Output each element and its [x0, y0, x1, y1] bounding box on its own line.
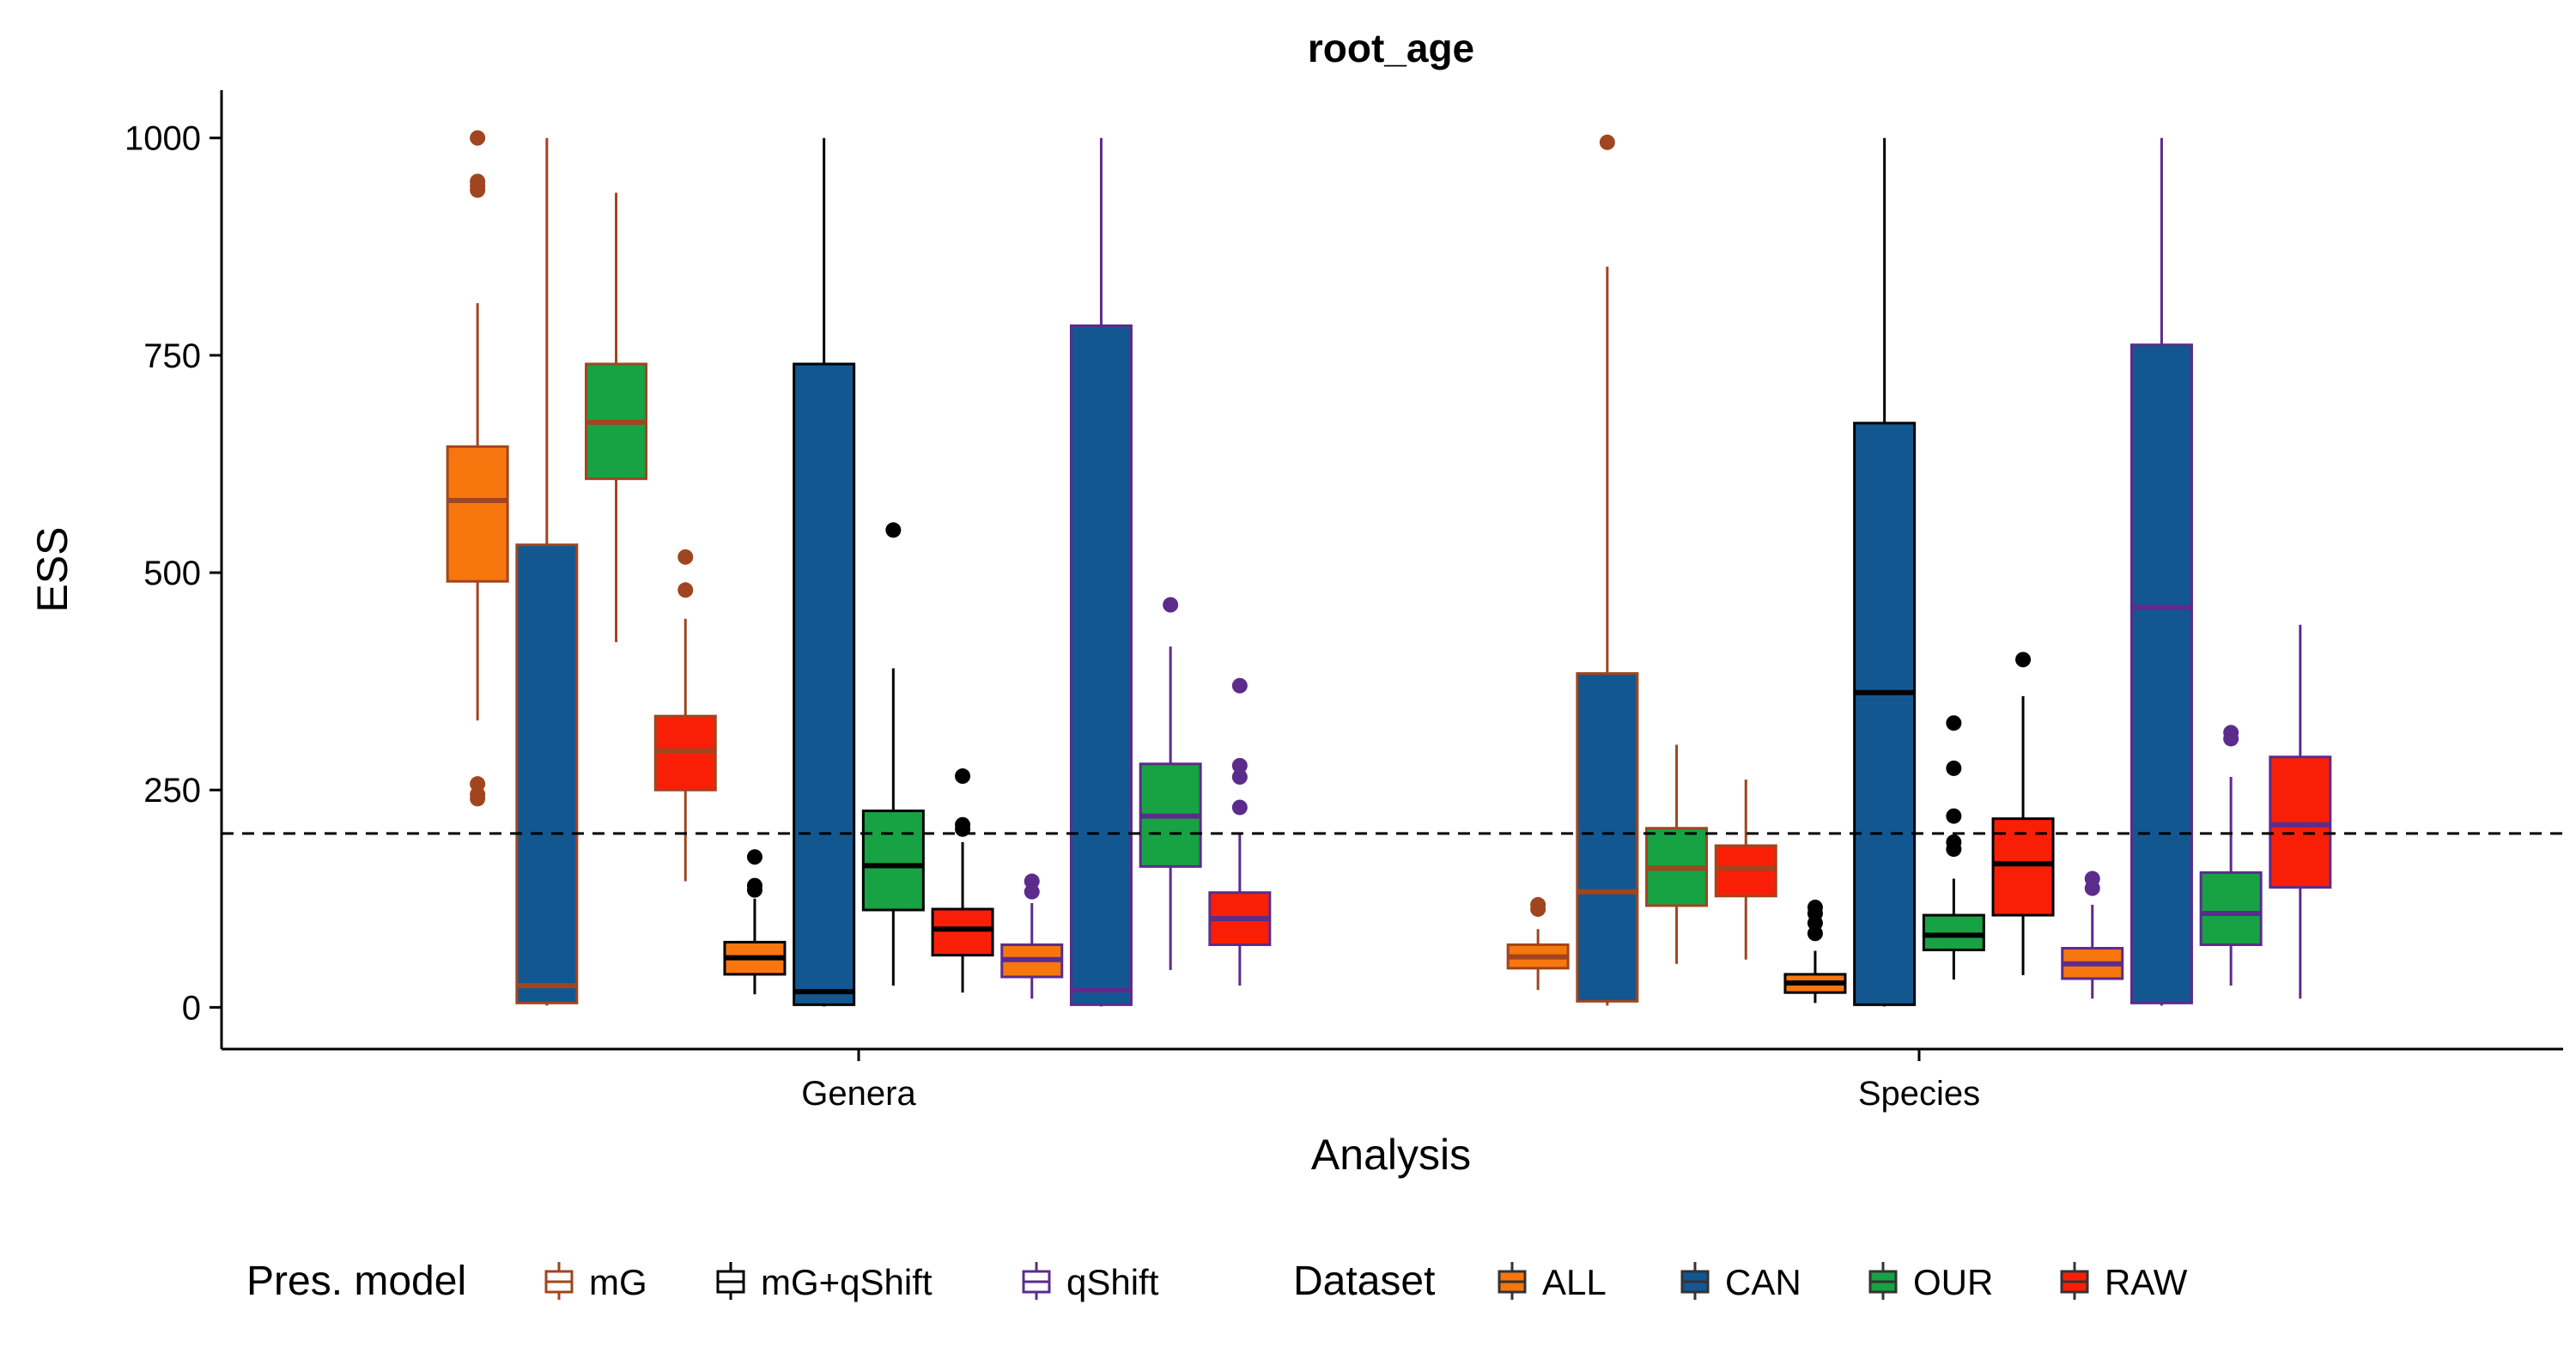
legend-label-our: OUR	[1913, 1262, 1993, 1302]
box-genera-qshift-all	[1000, 873, 1064, 999]
legend: Pres. model mG mG+qShift qShift Dataset ALL CA…	[246, 1259, 2188, 1304]
outlier-point	[1231, 769, 1248, 786]
outlier-point	[2223, 731, 2239, 747]
outlier-point	[1231, 799, 1248, 816]
box-genera-qshift-our	[1139, 597, 1202, 970]
outlier-point	[2084, 880, 2100, 896]
box-species-mg-qshift-raw	[1991, 652, 2055, 975]
box-body	[931, 907, 994, 957]
legend-key-mg-qshift	[716, 1262, 745, 1300]
legend-label-raw: RAW	[2105, 1262, 2188, 1302]
box-species-mg-our	[1645, 744, 1709, 964]
legend-title-dataset: Dataset	[1293, 1259, 1435, 1304]
y-tick-label: 750	[143, 337, 201, 375]
y-tick-label: 500	[143, 555, 201, 592]
outlier-point	[1024, 883, 1040, 900]
box-genera-mg-qshift-can	[793, 137, 856, 1007]
box-species-mg-qshift-our	[1922, 715, 1985, 980]
outlier-point	[470, 182, 486, 198]
box-body	[1714, 844, 1777, 898]
box-body	[793, 362, 856, 1006]
box-body	[1853, 422, 1917, 1006]
x-tick-label: Species	[1858, 1075, 1980, 1113]
box-species-mg-all	[1506, 896, 1570, 991]
box-body	[446, 445, 509, 583]
outlier-point	[1946, 760, 1962, 776]
x-axis-title: Analysis	[1311, 1131, 1471, 1179]
box-genera-mg-can	[515, 137, 579, 1006]
outlier-point	[746, 882, 762, 898]
legend-key-qshift	[1022, 1262, 1051, 1300]
legend-label-can: CAN	[1725, 1262, 1801, 1302]
outlier-point	[1946, 808, 1962, 824]
box-species-mg-qshift-all	[1783, 899, 1847, 1004]
box-body	[515, 543, 579, 1004]
box-genera-qshift-can	[1069, 137, 1133, 1007]
legend-key-can	[1680, 1262, 1710, 1300]
box-genera-mg-qshift-all	[723, 849, 787, 995]
legend-key-mg	[544, 1262, 574, 1300]
plot-area: 0 250 500 750 1000 Genera Species	[125, 90, 2563, 1113]
outlier-point	[885, 522, 902, 538]
outlier-point	[955, 768, 971, 785]
box-genera-qshift-raw	[1208, 677, 1272, 986]
outlier-point	[1530, 901, 1546, 917]
y-tick-label: 0	[182, 989, 201, 1027]
x-tick-label: Genera	[801, 1075, 916, 1113]
legend-key-our	[1868, 1262, 1898, 1300]
legend-label-all: ALL	[1542, 1262, 1607, 1302]
legend-title-pres-model: Pres. model	[246, 1259, 466, 1304]
outlier-point	[470, 791, 486, 807]
box-species-qshift-all	[2061, 871, 2124, 999]
box-body	[1922, 913, 1985, 952]
box-body	[2129, 343, 2193, 1004]
y-axis-title: ESS	[28, 526, 76, 612]
legend-key-all	[1498, 1262, 1527, 1300]
y-tick-label: 250	[143, 772, 201, 810]
outlier-point	[1946, 715, 1962, 731]
legend-label-mg-qshift: mG+qShift	[761, 1262, 933, 1302]
outlier-point	[1231, 757, 1248, 774]
outlier-point	[677, 582, 694, 598]
box-genera-mg-qshift-our	[861, 522, 925, 986]
box-genera-mg-qshift-raw	[931, 768, 994, 993]
box-genera-mg-all	[446, 130, 509, 807]
box-species-qshift-can	[2129, 137, 2193, 1006]
legend-label-qshift: qShift	[1066, 1262, 1159, 1302]
box-species-qshift-our	[2199, 725, 2263, 986]
box-body	[1576, 672, 1639, 1003]
outlier-point	[470, 130, 486, 146]
box-body	[1069, 324, 1133, 1006]
y-tick-label: 1000	[125, 120, 201, 158]
outlier-point	[2015, 652, 2032, 668]
box-body	[1991, 817, 2055, 917]
legend-key-raw	[2060, 1262, 2089, 1300]
box-genera-mg-our	[585, 192, 648, 643]
box-body	[2199, 871, 2263, 946]
outlier-point	[1599, 134, 1615, 150]
outlier-point	[677, 549, 694, 565]
outlier-point	[1163, 597, 1179, 613]
box-species-mg-raw	[1714, 780, 1777, 960]
outlier-point	[1231, 677, 1248, 694]
chart-title: root_age	[1308, 26, 1474, 70]
box-genera-mg-raw	[653, 549, 717, 882]
outlier-point	[1946, 841, 1962, 858]
legend-label-mg: mG	[589, 1262, 647, 1302]
outlier-point	[1807, 925, 1823, 942]
box-body	[2269, 755, 2332, 889]
box-species-qshift-raw	[2269, 624, 2332, 999]
box-species-mg-qshift-can	[1853, 137, 1917, 1007]
box-body	[861, 810, 925, 912]
outlier-point	[746, 849, 762, 865]
box-species-mg-can	[1576, 134, 1639, 1006]
